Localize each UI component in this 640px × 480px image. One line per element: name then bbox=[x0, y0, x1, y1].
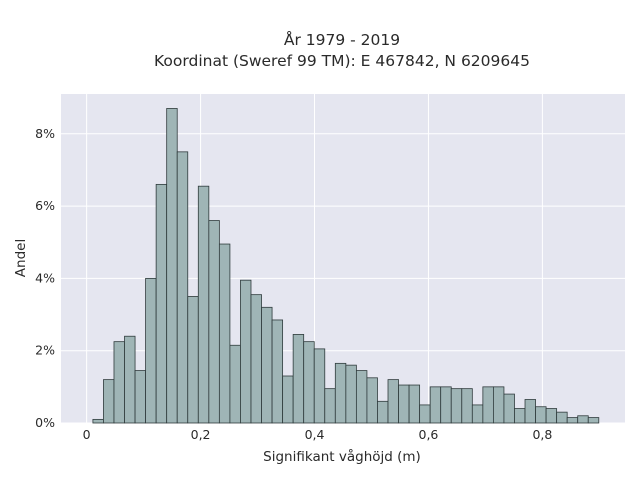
y-tick-label-0: 0% bbox=[35, 415, 55, 430]
histogram-bar-45 bbox=[566, 417, 579, 424]
histogram-bar-14 bbox=[240, 279, 252, 424]
y-tick-label-4: 8% bbox=[35, 126, 55, 141]
histogram-bar-10 bbox=[197, 185, 210, 424]
chart-title-line-2: Koordinat (Sweref 99 TM): E 467842, N 62… bbox=[154, 52, 530, 70]
x-tick-label-1: 0,2 bbox=[191, 427, 211, 442]
histogram-bar-16 bbox=[261, 306, 273, 424]
histogram-bar-4 bbox=[134, 370, 147, 424]
histogram-bar-22 bbox=[324, 388, 336, 424]
y-tick-label-3: 6% bbox=[35, 198, 55, 213]
x-tick-label-3: 0,6 bbox=[419, 427, 439, 442]
histogram-bar-0 bbox=[92, 418, 104, 424]
histogram-bar-38 bbox=[492, 386, 505, 424]
x-axis-label: Signifikant våghöjd (m) bbox=[263, 448, 421, 465]
histogram-bar-21 bbox=[313, 348, 326, 424]
histogram-bar-18 bbox=[282, 375, 294, 424]
histogram-bar-44 bbox=[556, 411, 568, 424]
histogram-bar-34 bbox=[450, 388, 463, 424]
histogram-bar-31 bbox=[419, 404, 431, 424]
histogram-bar-1 bbox=[103, 379, 115, 424]
y-axis-ticks: 0% 2% 4% 6% 8% bbox=[35, 126, 55, 430]
histogram-bar-23 bbox=[334, 362, 347, 424]
y-tick-label-1: 2% bbox=[35, 343, 55, 358]
y-tick-label-2: 4% bbox=[35, 270, 55, 285]
histogram-bar-40 bbox=[514, 408, 526, 424]
histogram-bar-26 bbox=[366, 377, 378, 424]
histogram-bar-8 bbox=[176, 151, 189, 424]
histogram-bar-6 bbox=[155, 183, 168, 424]
histogram-bar-32 bbox=[429, 386, 442, 424]
histogram-bar-25 bbox=[355, 370, 368, 424]
histogram-bar-37 bbox=[482, 386, 494, 424]
histogram-bar-24 bbox=[345, 364, 357, 424]
histogram-bar-33 bbox=[440, 386, 452, 424]
histogram-bar-43 bbox=[545, 408, 558, 424]
y-axis-label: Andel bbox=[13, 239, 29, 277]
x-axis-ticks: 0 0,2 0,4 0,6 0,8 bbox=[83, 427, 553, 442]
histogram-bar-27 bbox=[377, 400, 389, 424]
histogram-bar-2 bbox=[113, 341, 125, 424]
histogram-bar-15 bbox=[250, 294, 262, 424]
histogram-bar-19 bbox=[292, 334, 305, 424]
histogram-bar-30 bbox=[408, 384, 421, 424]
histogram-bar-5 bbox=[145, 277, 157, 424]
histogram-bar-39 bbox=[503, 393, 515, 424]
histogram-bar-11 bbox=[208, 220, 220, 424]
histogram-bar-41 bbox=[524, 399, 536, 424]
histogram-bar-46 bbox=[577, 415, 589, 424]
chart-title-line-1: År 1979 - 2019 bbox=[284, 30, 400, 49]
histogram-bar-47 bbox=[587, 417, 600, 424]
histogram-bar-9 bbox=[187, 296, 199, 424]
x-tick-label-4: 0,8 bbox=[532, 427, 552, 442]
histogram-bar-42 bbox=[535, 406, 547, 424]
histogram-bar-28 bbox=[387, 379, 399, 424]
histogram-bar-3 bbox=[124, 335, 136, 424]
x-tick-label-0: 0 bbox=[83, 427, 91, 442]
bars bbox=[92, 108, 600, 424]
histogram-bar-36 bbox=[471, 404, 484, 424]
histogram-bar-35 bbox=[461, 388, 473, 424]
histogram-bar-7 bbox=[166, 108, 178, 424]
histogram-bar-20 bbox=[303, 341, 315, 424]
histogram-bar-12 bbox=[218, 243, 231, 424]
histogram-bar-17 bbox=[271, 319, 284, 424]
histogram-bar-29 bbox=[398, 384, 410, 424]
x-tick-label-2: 0,4 bbox=[305, 427, 325, 442]
histogram-bar-13 bbox=[229, 344, 241, 424]
